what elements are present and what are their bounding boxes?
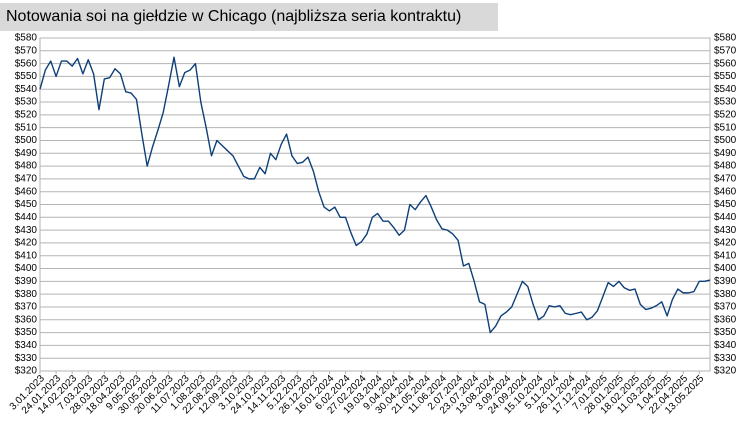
y-tick-label: $390 xyxy=(15,276,38,287)
y2-tick-label: $360 xyxy=(714,314,737,325)
y2-tick-label: $430 xyxy=(714,225,737,236)
y-tick-label: $470 xyxy=(15,174,38,185)
y-tick-label: $400 xyxy=(15,263,38,274)
y2-tick-label: $380 xyxy=(714,289,737,300)
y2-tick-label: $580 xyxy=(714,33,737,44)
y2-tick-label: $410 xyxy=(714,250,737,261)
y2-tick-label: $490 xyxy=(714,148,737,159)
y-tick-label: $580 xyxy=(15,33,38,44)
y2-tick-label: $420 xyxy=(714,238,737,249)
y2-tick-label: $570 xyxy=(714,45,737,56)
y2-tick-label: $510 xyxy=(714,122,737,133)
y-tick-label: $520 xyxy=(15,109,38,120)
y2-tick-label: $460 xyxy=(714,186,737,197)
y-tick-label: $500 xyxy=(15,135,38,146)
y-tick-label: $510 xyxy=(15,122,38,133)
y-tick-label: $380 xyxy=(15,289,38,300)
y-tick-label: $480 xyxy=(15,161,38,172)
chart-title: Notowania soi na giełdzie w Chicago (naj… xyxy=(6,8,461,25)
y2-tick-label: $520 xyxy=(714,109,737,120)
y2-tick-label: $480 xyxy=(714,161,737,172)
y-tick-label: $460 xyxy=(15,186,38,197)
y-tick-label: $440 xyxy=(15,212,38,223)
y2-tick-label: $540 xyxy=(714,84,737,95)
y-tick-label: $330 xyxy=(15,353,38,364)
y2-tick-label: $320 xyxy=(714,366,737,377)
y-tick-label: $370 xyxy=(15,302,38,313)
y-tick-label: $530 xyxy=(15,97,38,108)
y2-tick-label: $370 xyxy=(714,302,737,313)
y-tick-label: $320 xyxy=(15,366,38,377)
y-tick-label: $360 xyxy=(15,314,38,325)
y2-tick-label: $440 xyxy=(714,212,737,223)
y-tick-label: $420 xyxy=(15,238,38,249)
y2-tick-label: $340 xyxy=(714,340,737,351)
title-box xyxy=(0,3,498,31)
y2-tick-label: $450 xyxy=(714,199,737,210)
y-tick-label: $540 xyxy=(15,84,38,95)
y2-tick-label: $330 xyxy=(714,353,737,364)
y-tick-label: $340 xyxy=(15,340,38,351)
y2-tick-label: $550 xyxy=(714,71,737,82)
price-line xyxy=(39,56,711,334)
y-tick-label: $550 xyxy=(15,71,38,82)
y2-tick-label: $390 xyxy=(714,276,737,287)
y-tick-label: $410 xyxy=(15,250,38,261)
y2-tick-label: $470 xyxy=(714,174,737,185)
y2-tick-label: $400 xyxy=(714,263,737,274)
y-tick-label: $430 xyxy=(15,225,38,236)
y-tick-label: $350 xyxy=(15,327,38,338)
y-tick-label: $490 xyxy=(15,148,38,159)
y-tick-label: $570 xyxy=(15,45,38,56)
y-tick-label: $560 xyxy=(15,58,38,69)
y2-tick-label: $500 xyxy=(714,135,737,146)
y2-tick-label: $350 xyxy=(714,327,737,338)
y2-tick-label: $530 xyxy=(714,97,737,108)
y2-tick-label: $560 xyxy=(714,58,737,69)
y-tick-label: $450 xyxy=(15,199,38,210)
